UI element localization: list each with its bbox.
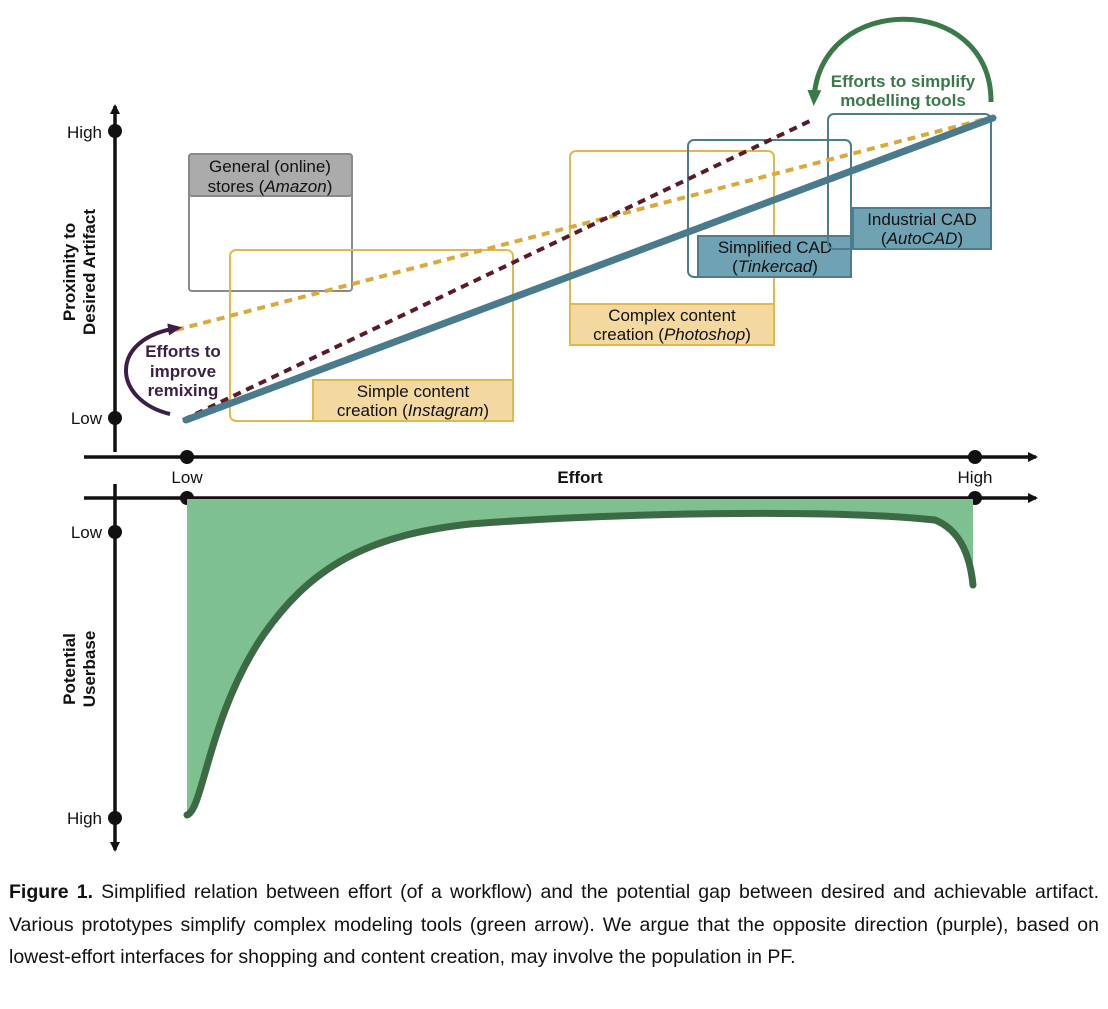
dashed-gold-line [175, 115, 994, 332]
dashed-dark-line [182, 118, 813, 422]
box-tinkercad-line2: (Tinkercad) [732, 257, 818, 276]
box-instagram-label-bg [312, 379, 514, 422]
box-autocad-line1: Industrial CAD [867, 210, 977, 229]
box-autocad-label-bg [852, 207, 992, 250]
box-instagram-line2: creation (Instagram) [337, 401, 489, 420]
simplify-label-line1: Efforts to simplify [831, 72, 976, 91]
box-tinkercad-label-bg [697, 235, 852, 278]
remix-label-line2: improve [150, 362, 216, 381]
remix-label-line1: Efforts to [145, 342, 221, 361]
box-photoshop-line2: creation (Photoshop) [593, 325, 751, 344]
remix-arrow [124, 323, 182, 416]
bottom-y-tick-high: High [67, 809, 102, 828]
bottom-y-high-dot [108, 811, 122, 825]
caption-text: Simplified relation between effort (of a… [9, 881, 1099, 968]
x-tick-high: High [958, 468, 993, 487]
box-autocad: Industrial CAD (AutoCAD) [827, 113, 992, 250]
box-photoshop-line1: Complex content [608, 306, 736, 325]
x-high-dot [968, 450, 982, 464]
x-axis-title: Effort [557, 468, 603, 487]
box-amazon: General (online) stores (Amazon) [188, 153, 353, 292]
top-y-axis-title-line2: Desired Artifact [80, 209, 99, 335]
box-tinkercad-line1: Simplified CAD [718, 238, 832, 257]
effort-proximity-diagram: General (online) stores (Amazon) Simple … [60, 16, 1038, 852]
simplify-label-line2: modelling tools [840, 91, 966, 110]
bottom-y-low-dot [108, 525, 122, 539]
top-y-axis-title-line1: Proximity to [60, 223, 79, 321]
figure-caption: Figure 1. Simplified relation between ef… [9, 876, 1099, 974]
remix-label-line3: remixing [148, 381, 219, 400]
top-y-high-dot [108, 124, 122, 138]
box-instagram-line1: Simple content [357, 382, 470, 401]
box-amazon-line2: stores (Amazon) [208, 177, 333, 196]
box-autocad-line2: (AutoCAD) [881, 229, 963, 248]
caption-label: Figure 1. [9, 881, 94, 903]
top-y-tick-low: Low [71, 409, 103, 428]
box-instagram: Simple content creation (Instagram) [229, 249, 514, 422]
box-amazon-label-bg [188, 153, 353, 197]
main-effort-line [182, 114, 997, 424]
bottom-y-axis-title-line2: Userbase [80, 631, 99, 708]
userbase-area [187, 499, 973, 815]
top-y-low-dot [108, 411, 122, 425]
top-y-tick-high: High [67, 123, 102, 142]
bottom-y-axis-title-line1: Potential [60, 633, 79, 705]
x-tick-low: Low [171, 468, 203, 487]
box-amazon-line1: General (online) [209, 157, 331, 176]
box-photoshop-label-bg [569, 303, 775, 346]
simplify-arrow [807, 16, 994, 106]
userbase-curve [183, 509, 977, 819]
bottom-y-tick-low: Low [71, 523, 103, 542]
x-low-dot [180, 450, 194, 464]
